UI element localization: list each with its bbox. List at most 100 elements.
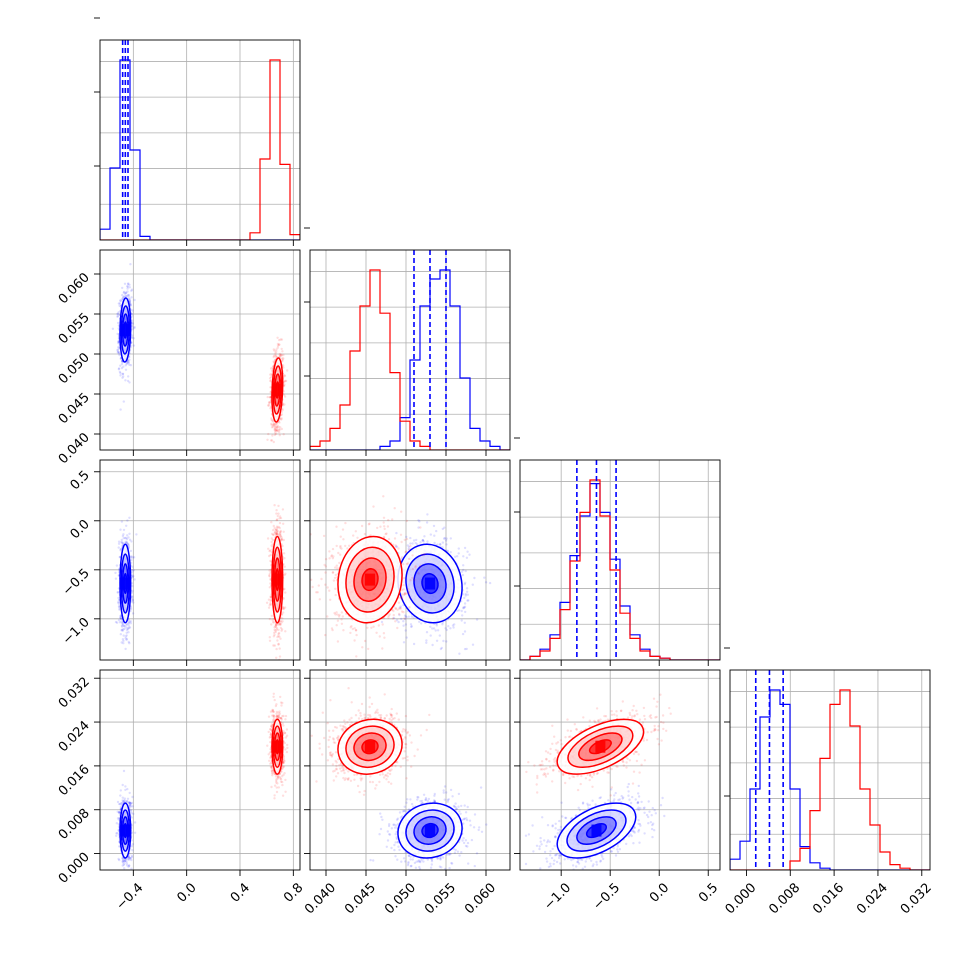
scatter-point <box>116 321 120 325</box>
panel-1-0 <box>100 250 300 450</box>
scatter-point <box>122 528 126 532</box>
scatter-point <box>271 425 275 428</box>
scatter-point <box>116 312 120 315</box>
scatter-point <box>361 646 364 649</box>
scatter-point <box>125 634 128 637</box>
scatter-point <box>130 313 134 316</box>
scatter-point <box>281 359 284 363</box>
scatter-point <box>130 334 134 337</box>
scatter-point <box>336 640 340 643</box>
scatter-point <box>463 647 467 651</box>
scatter-point <box>274 351 277 355</box>
scatter-point <box>128 538 132 541</box>
scatter-point <box>116 312 119 316</box>
scatter-point <box>270 423 273 427</box>
scatter-point <box>274 623 278 626</box>
scatter-point <box>439 543 442 546</box>
scatter-point <box>125 623 128 627</box>
contour-line <box>421 572 439 595</box>
scatter-point <box>124 291 128 294</box>
scatter-point <box>117 540 121 543</box>
scatter-point <box>127 624 130 627</box>
scatter-point <box>119 549 122 552</box>
scatter-point <box>123 627 126 630</box>
panel-2-2 <box>520 460 720 660</box>
scatter-point <box>275 430 279 433</box>
scatter-point <box>272 533 275 536</box>
scatter-point <box>121 293 124 297</box>
scatter-point <box>118 607 121 610</box>
scatter-point <box>414 566 417 569</box>
scatter-point <box>121 297 124 300</box>
scatter-point <box>278 428 281 431</box>
scatter-point <box>123 292 127 296</box>
scatter-point <box>130 296 133 299</box>
axes-frame <box>309 249 511 451</box>
scatter-point <box>471 643 475 646</box>
scatter-point <box>117 619 121 622</box>
scatter-point <box>269 549 272 552</box>
scatter-point <box>280 536 283 539</box>
scatter-point <box>269 578 272 581</box>
scatter-point <box>275 622 278 626</box>
scatter-point <box>283 374 286 377</box>
scatter-point <box>433 534 436 537</box>
histogram-blue <box>100 59 300 240</box>
scatter-point <box>268 569 271 572</box>
scatter-point <box>122 375 125 378</box>
scatter-point <box>268 575 271 578</box>
scatter-point <box>117 596 120 600</box>
scatter-point <box>275 528 278 531</box>
scatter-point <box>275 533 278 536</box>
scatter-point <box>283 383 286 386</box>
scatter-point <box>116 591 119 594</box>
scatter-point <box>464 610 467 614</box>
scatter-point <box>276 526 279 529</box>
scatter-point <box>279 338 282 341</box>
scatter-point <box>126 542 130 546</box>
scatter-point <box>279 532 282 535</box>
scatter-point <box>443 526 446 529</box>
scatter-point <box>126 519 129 522</box>
scatter-point <box>465 590 469 593</box>
scatter-point <box>279 354 282 357</box>
scatter-point <box>458 652 461 655</box>
scatter-point <box>115 621 119 624</box>
scatter-point <box>120 620 123 623</box>
scatter-point <box>129 304 133 307</box>
scatter-point <box>276 344 280 347</box>
scatter-point <box>270 379 273 382</box>
scatter-point <box>429 533 432 536</box>
scatter-point <box>276 532 279 535</box>
scatter-point <box>284 630 287 633</box>
scatter-point <box>438 634 441 637</box>
scatter-point <box>383 525 386 528</box>
scatter-point <box>120 520 124 523</box>
scatter-point <box>269 386 272 389</box>
scatter-point <box>467 599 470 602</box>
frame-3-3 <box>724 647 931 876</box>
scatter-point <box>270 372 273 375</box>
scatter-point <box>267 401 271 404</box>
scatter-point <box>276 426 279 429</box>
scatter-point <box>410 615 413 618</box>
scatter-point <box>275 512 278 515</box>
scatter-point <box>471 583 474 586</box>
scatter-point <box>121 628 124 631</box>
scatter-point <box>268 617 272 621</box>
scatter-point <box>273 531 277 534</box>
scatter-point <box>272 635 276 638</box>
scatter-point <box>117 546 120 549</box>
scatter-point <box>276 514 279 518</box>
scatter-point <box>339 535 342 538</box>
scatter-point <box>130 288 134 291</box>
scatter-point <box>399 605 402 608</box>
scatter-point <box>395 545 399 548</box>
scatter-point <box>127 295 130 298</box>
scatter-point <box>282 384 286 388</box>
scatter-point <box>282 393 286 396</box>
scatter-point <box>121 542 124 545</box>
scatter-point <box>433 541 436 545</box>
scatter-point <box>131 565 134 568</box>
scatter-point <box>417 526 420 529</box>
